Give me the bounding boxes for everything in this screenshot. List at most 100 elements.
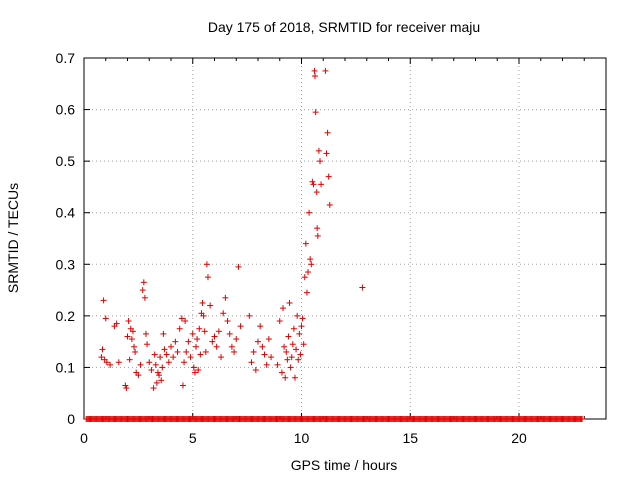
data-point: [170, 354, 177, 361]
data-point: [228, 343, 235, 350]
data-point: [213, 343, 220, 350]
data-points: [83, 67, 586, 422]
data-point: [312, 109, 319, 116]
data-point: [299, 315, 306, 322]
data-point: [286, 299, 293, 306]
data-point: [153, 379, 160, 386]
data-point: [308, 261, 315, 268]
data-point: [307, 256, 314, 263]
data-point: [255, 338, 261, 345]
data-point: [290, 325, 297, 332]
chart-title: Day 175 of 2018, SRMTID for receiver maj…: [208, 19, 480, 35]
data-point: [196, 325, 203, 332]
data-point: [195, 367, 202, 374]
data-point: [204, 274, 211, 281]
data-point: [172, 338, 179, 345]
data-point: [132, 348, 139, 355]
data-point: [144, 341, 151, 348]
data-point: [257, 323, 264, 330]
data-point: [156, 372, 163, 379]
data-point: [152, 361, 159, 368]
grid-lines: [84, 58, 606, 419]
data-point: [141, 294, 148, 301]
data-point: [263, 361, 270, 368]
data-point: [359, 284, 366, 291]
data-point: [211, 333, 218, 340]
data-point: [316, 158, 323, 165]
data-point: [259, 343, 266, 350]
data-point: [135, 372, 142, 379]
data-point: [151, 351, 158, 358]
data-point: [278, 369, 285, 376]
data-point: [298, 323, 305, 330]
x-tick-label: 0: [80, 430, 88, 446]
data-point: [190, 364, 197, 371]
data-point: [250, 348, 257, 355]
y-tick-label: 0: [67, 411, 75, 427]
data-point: [178, 315, 185, 322]
x-axis-label: GPS time / hours: [291, 457, 398, 473]
data-point: [160, 330, 167, 337]
data-point: [100, 297, 107, 304]
data-point: [163, 351, 170, 358]
data-point: [102, 315, 109, 322]
data-point: [168, 343, 174, 350]
data-point: [154, 369, 161, 376]
data-point: [296, 330, 303, 337]
data-point: [314, 232, 321, 239]
x-tick-label: 15: [402, 430, 418, 446]
data-point: [122, 382, 129, 389]
data-point: [207, 302, 214, 309]
data-point: [301, 274, 308, 281]
data-point: [303, 289, 310, 296]
data-point: [282, 374, 289, 381]
data-point: [126, 356, 133, 363]
data-point: [222, 294, 229, 301]
x-tick-label: 20: [511, 430, 527, 446]
data-point: [165, 359, 172, 366]
data-point: [189, 330, 196, 337]
data-point: [311, 67, 318, 74]
data-point: [322, 67, 329, 74]
data-point: [98, 354, 105, 361]
data-point: [203, 261, 210, 268]
data-point: [148, 367, 155, 374]
data-point: [313, 189, 320, 196]
data-point: [150, 385, 157, 392]
data-point: [285, 333, 292, 340]
data-point: [289, 341, 296, 348]
data-point: [310, 181, 317, 188]
data-point: [326, 201, 333, 208]
data-point: [99, 346, 106, 353]
data-point: [137, 361, 144, 368]
data-point: [185, 338, 192, 345]
data-point: [146, 359, 153, 366]
data-point: [237, 323, 244, 330]
data-point: [128, 336, 135, 343]
data-point: [325, 173, 332, 180]
data-point: [268, 354, 275, 361]
x-tick-label: 5: [189, 430, 197, 446]
data-point: [248, 359, 255, 366]
data-point: [140, 279, 147, 286]
data-point: [252, 367, 259, 374]
data-point: [157, 354, 164, 361]
data-point: [200, 312, 207, 319]
data-point: [224, 318, 231, 325]
data-point: [183, 348, 190, 355]
y-tick-label: 0.1: [56, 359, 76, 375]
data-point: [324, 129, 331, 136]
y-tick-label: 0.7: [56, 50, 76, 66]
data-point: [318, 181, 325, 188]
data-point: [297, 351, 304, 358]
data-point: [226, 330, 233, 337]
data-point: [139, 287, 146, 294]
data-point: [158, 377, 165, 384]
data-point: [142, 330, 149, 337]
data-point: [201, 328, 208, 335]
data-point: [235, 263, 242, 270]
data-point: [311, 73, 318, 80]
data-point: [103, 359, 110, 366]
axis-ticks: 0 0.1 0.2 0.3 0.4 0.5 0.6 0.7 0 5 10 15 20: [56, 50, 606, 446]
